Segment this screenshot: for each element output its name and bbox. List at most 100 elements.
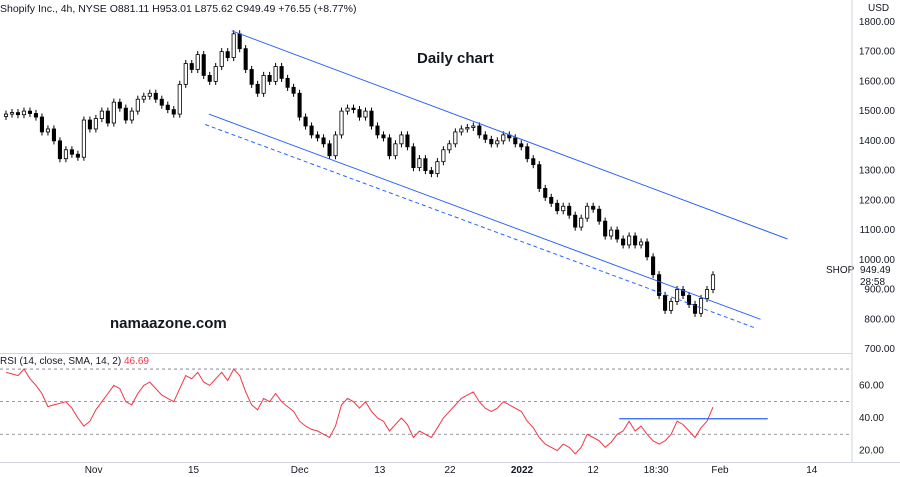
candle bbox=[81, 116, 86, 161]
candle-down bbox=[255, 83, 260, 94]
chart-title-annotation: Daily chart bbox=[417, 50, 494, 67]
candle-down bbox=[657, 274, 662, 296]
candle bbox=[680, 285, 686, 300]
time-tick-label: 2022 bbox=[511, 465, 534, 476]
candle-down bbox=[171, 109, 176, 115]
candle-down bbox=[429, 170, 434, 174]
candle bbox=[291, 83, 296, 97]
candle-up bbox=[393, 143, 398, 157]
candle-down bbox=[207, 75, 212, 82]
candle bbox=[698, 294, 704, 317]
candle-down bbox=[321, 137, 326, 145]
candle bbox=[117, 98, 122, 112]
candle bbox=[3, 110, 9, 121]
candle bbox=[33, 109, 39, 121]
candle bbox=[171, 106, 176, 118]
candle bbox=[141, 92, 146, 103]
candle bbox=[339, 107, 344, 139]
candle-up bbox=[99, 110, 104, 119]
candle bbox=[273, 62, 278, 85]
candle-down bbox=[483, 134, 488, 140]
candle-down bbox=[153, 92, 158, 100]
lower-channel-line bbox=[208, 113, 761, 320]
candle-down bbox=[531, 158, 536, 166]
candle bbox=[657, 271, 662, 300]
time-tick-label: 22 bbox=[444, 465, 456, 476]
currency-label: USD bbox=[868, 3, 890, 14]
candle-up bbox=[111, 101, 116, 124]
candle bbox=[692, 300, 698, 317]
candle-up bbox=[141, 95, 146, 100]
candle bbox=[297, 89, 302, 121]
candle bbox=[429, 167, 434, 178]
candle-down bbox=[537, 164, 542, 189]
candle bbox=[177, 80, 182, 118]
candle bbox=[621, 235, 626, 249]
candle-up bbox=[231, 33, 236, 58]
candle bbox=[710, 271, 716, 294]
candle bbox=[561, 202, 566, 215]
symbol-header: Shopify Inc., 4h, NYSE O881.11 H953.01 L… bbox=[0, 3, 357, 15]
candle-up bbox=[639, 241, 644, 246]
candle-down bbox=[285, 78, 290, 88]
candle-down bbox=[680, 289, 686, 296]
rsi-line bbox=[5, 368, 714, 455]
candle-down bbox=[315, 134, 320, 139]
candle-down bbox=[555, 202, 560, 212]
candle-down bbox=[309, 125, 314, 136]
candle bbox=[243, 45, 248, 74]
candle-down bbox=[525, 146, 530, 160]
candle-down bbox=[39, 116, 44, 133]
candle bbox=[417, 155, 422, 172]
candle bbox=[531, 155, 536, 169]
upper-channel-line bbox=[231, 30, 788, 240]
candle-up bbox=[345, 107, 350, 112]
candle-down bbox=[327, 143, 332, 157]
candle bbox=[231, 30, 236, 62]
candle-down bbox=[686, 295, 692, 305]
candle-down bbox=[15, 112, 21, 116]
candle-down bbox=[423, 158, 428, 171]
candle-up bbox=[669, 301, 674, 311]
time-tick-label: 14 bbox=[806, 465, 818, 476]
time-tick-label: 15 bbox=[188, 465, 200, 476]
candle-down bbox=[411, 146, 416, 169]
candle-down bbox=[543, 188, 548, 198]
candle-up bbox=[195, 54, 200, 70]
price-tag-countdown: 28:58 bbox=[860, 277, 886, 288]
price-tick-label: 1400.00 bbox=[859, 136, 896, 147]
candle bbox=[639, 238, 644, 249]
candle bbox=[591, 202, 596, 213]
candle-up bbox=[213, 66, 218, 82]
candle bbox=[195, 51, 200, 74]
candle-down bbox=[33, 113, 39, 118]
candle-down bbox=[297, 92, 302, 118]
candle-down bbox=[189, 63, 194, 70]
candle bbox=[39, 113, 44, 136]
candle-up bbox=[339, 110, 344, 136]
candle bbox=[321, 134, 326, 148]
candle-up bbox=[219, 51, 224, 67]
candle-down bbox=[489, 138, 494, 145]
candle bbox=[483, 131, 488, 143]
watermark-text: namaazone.com bbox=[110, 315, 227, 332]
candle-up bbox=[698, 298, 704, 314]
candle bbox=[381, 131, 386, 142]
candle-up bbox=[45, 128, 50, 133]
price-tick-label: 1500.00 bbox=[859, 106, 896, 117]
candle-down bbox=[279, 66, 284, 79]
candle bbox=[579, 214, 584, 231]
candle bbox=[363, 107, 368, 121]
time-tick-label: 18:30 bbox=[644, 465, 669, 476]
price-tag-symbol: SHOP bbox=[826, 265, 855, 276]
price-tick-label: 1800.00 bbox=[859, 17, 896, 28]
price-tick-label: 900.00 bbox=[864, 285, 895, 296]
candle-up bbox=[710, 274, 716, 290]
candle bbox=[615, 226, 620, 243]
candle bbox=[45, 125, 50, 136]
candle-up bbox=[675, 289, 680, 302]
rsi-header: RSI (14, close, SMA, 14, 2) 46.69 bbox=[0, 356, 149, 367]
candle-up bbox=[129, 110, 134, 121]
candle bbox=[489, 135, 494, 148]
